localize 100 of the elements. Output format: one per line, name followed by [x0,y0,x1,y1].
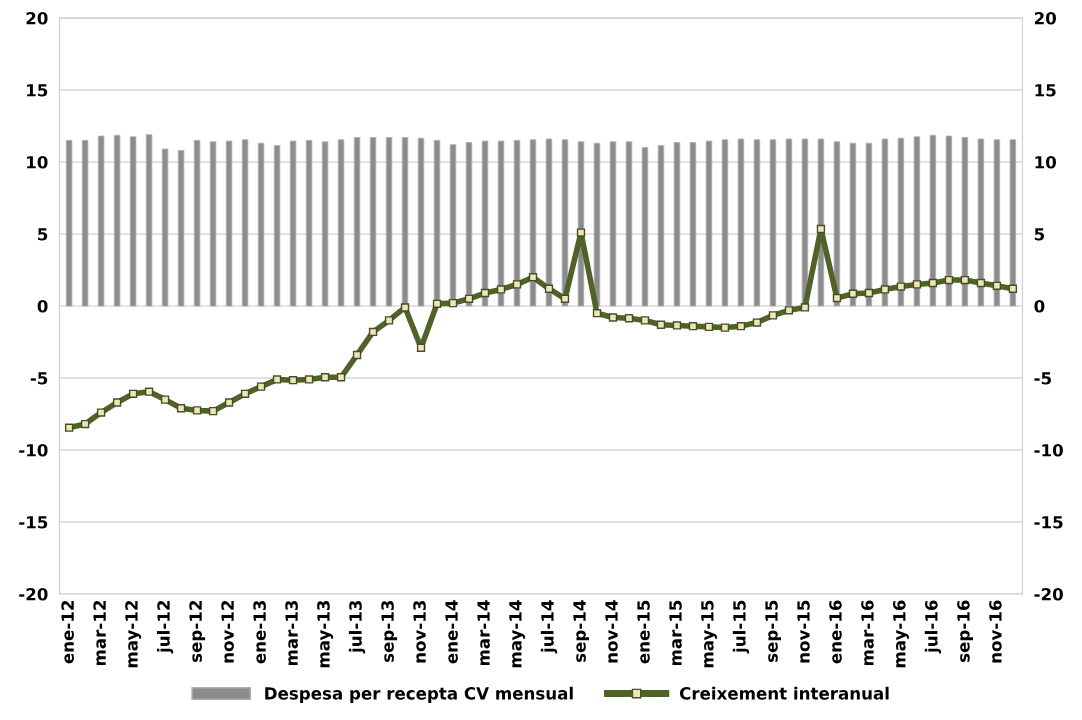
point [288,375,298,385]
bar [241,139,249,307]
y2-tick-label: 0 [1034,299,1045,313]
point [720,323,730,332]
bar [337,139,345,307]
y2-tick-label: -20 [1034,587,1063,601]
point [80,419,90,429]
point [608,313,618,322]
point [272,375,282,384]
point [96,408,106,417]
point [928,278,938,288]
bar [977,138,985,307]
bar [305,139,313,307]
x-tick-label: ene-13 [253,600,266,664]
x-tick-label: jul-15 [732,600,750,654]
x-tick-label: nov-12 [221,601,234,663]
y-tick-label: 0 [37,299,48,313]
bar [913,136,921,307]
bar [97,135,105,307]
point [368,327,378,337]
bar [993,139,1001,307]
x-tick-label: mar-16 [861,600,874,666]
y2-tick-label: -15 [1034,516,1063,529]
y-tick-label: -15 [19,516,48,529]
bar [945,135,953,307]
bar [369,137,377,307]
bar [737,138,745,307]
point [704,322,714,332]
x-tick-label: ene-12 [61,601,74,664]
x-tick-label: jul-16 [924,600,942,654]
point [144,387,154,396]
x-tick-label: ene-14 [445,600,458,664]
point [384,316,394,325]
point [224,398,234,407]
point [912,280,922,289]
bar [209,141,217,307]
bar [929,134,937,307]
bar [881,138,889,307]
x-tick-label: nov-13 [413,600,426,663]
x-tick-label: jul-14 [540,600,558,654]
point [208,406,218,416]
point [256,382,266,391]
y2-tick-label: 20 [1034,11,1056,25]
point [768,311,778,320]
point [176,404,186,413]
x-tick-label: may-14 [509,600,526,668]
point [960,275,970,285]
point [112,398,122,407]
point [480,288,490,298]
point [528,273,538,282]
point [64,423,74,432]
point [592,309,602,318]
bar [609,141,617,307]
y-tick-label: 5 [38,228,48,241]
point [496,285,506,294]
x-tick-label: mar-13 [285,600,298,666]
x-tick-label: may-16 [893,600,909,668]
bar [417,137,425,307]
bar [113,134,121,307]
point [896,282,906,291]
x-tick-label: ene-15 [637,600,650,664]
x-tick-label: mar-12 [93,601,106,666]
bar [865,142,873,307]
point [192,406,202,415]
point [864,288,874,298]
bar [1009,139,1017,307]
bar [273,145,281,307]
point [432,299,442,309]
point [336,373,346,382]
x-tick-label: sep-16 [957,600,973,662]
point [544,284,554,293]
bar [785,138,793,307]
y2-tick-label: -5 [1034,372,1051,385]
bar [689,142,697,307]
point [1008,284,1018,293]
bar [161,148,169,307]
bar [833,141,841,307]
x-tick-label: sep-14 [573,600,590,662]
point [560,294,570,303]
x-tick-label: nov-14 [605,600,618,663]
point [128,389,138,399]
point [160,395,170,404]
x-tick-label: mar-14 [477,600,490,666]
bar [225,140,233,307]
bar [193,139,201,307]
point [304,375,314,384]
point [624,314,634,323]
point [240,389,250,399]
bar [849,142,857,307]
x-tick-label: sep-15 [765,600,782,662]
bar [705,140,713,307]
point [640,316,650,325]
point [416,343,426,352]
bar [177,150,185,307]
point [800,303,810,312]
x-tick-label: nov-15 [797,600,810,663]
bar [657,145,665,307]
point [320,373,330,382]
bar [961,137,969,307]
x-tick-label: may-13 [317,600,334,668]
